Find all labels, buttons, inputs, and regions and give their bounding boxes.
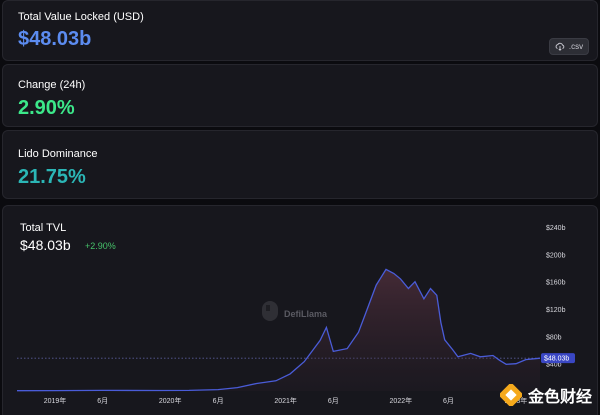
current-value-badge: $48.03b: [541, 353, 575, 364]
x-tick-label: 6月: [97, 397, 108, 405]
tvl-card: Total Value Locked (USD) $48.03b .csv: [2, 0, 598, 61]
x-tick-label: 6月: [213, 397, 224, 405]
x-tick-label: 6月: [328, 397, 339, 405]
change-label: Change (24h): [18, 79, 86, 91]
llama-logo-icon: [262, 301, 278, 321]
jinse-logo-icon: [499, 384, 522, 406]
chart-total-value: $48.03b: [20, 237, 71, 253]
y-tick-label: $160b: [546, 280, 566, 287]
x-tick-label: 6月: [443, 397, 454, 405]
current-value-label: $48.03b: [544, 356, 569, 363]
chart-title: Total TVL: [20, 222, 67, 234]
x-tick-label: 2021年: [274, 396, 297, 405]
watermark-text: DefiLlama: [284, 309, 328, 319]
chart-watermark: DefiLlama: [262, 301, 328, 321]
tvl-label: Total Value Locked (USD): [18, 11, 144, 23]
tvl-line: [16, 268, 541, 392]
tvl-area: [17, 269, 540, 391]
dominance-label: Lido Dominance: [18, 148, 98, 160]
x-axis: 2019年6月2020年6月2021年6月2022年6月2023年: [44, 396, 528, 405]
dominance-value: 21.75%: [18, 166, 86, 188]
tvl-value: $48.03b: [18, 28, 92, 50]
chart-delta: +2.90%: [85, 241, 116, 251]
csv-button-label: .csv: [568, 42, 584, 51]
tvl-area-chart[interactable]: DefiLlama $40b $80b $120b $160b $200b $240b 2…: [0, 205, 600, 415]
change-card: Change (24h) 2.90%: [2, 64, 598, 127]
watermark-label: 金色财经: [527, 389, 592, 406]
cloud-download-icon: [555, 42, 565, 51]
x-tick-label: 2022年: [390, 396, 413, 405]
y-tick-label: $40b: [546, 362, 562, 369]
csv-download-button[interactable]: .csv: [549, 38, 589, 55]
change-value: 2.90%: [18, 97, 75, 119]
y-tick-label: $80b: [546, 334, 562, 341]
y-axis: $40b $80b $120b $160b $200b $240b: [546, 225, 566, 369]
dominance-card: Lido Dominance 21.75%: [2, 130, 598, 199]
y-tick-label: $200b: [546, 252, 566, 259]
y-tick-label: $120b: [546, 307, 566, 314]
x-tick-label: 2019年: [44, 396, 67, 405]
x-tick-label: 2020年: [159, 396, 182, 405]
jinse-watermark: 金色财经: [499, 383, 592, 407]
y-tick-label: $240b: [546, 225, 566, 232]
